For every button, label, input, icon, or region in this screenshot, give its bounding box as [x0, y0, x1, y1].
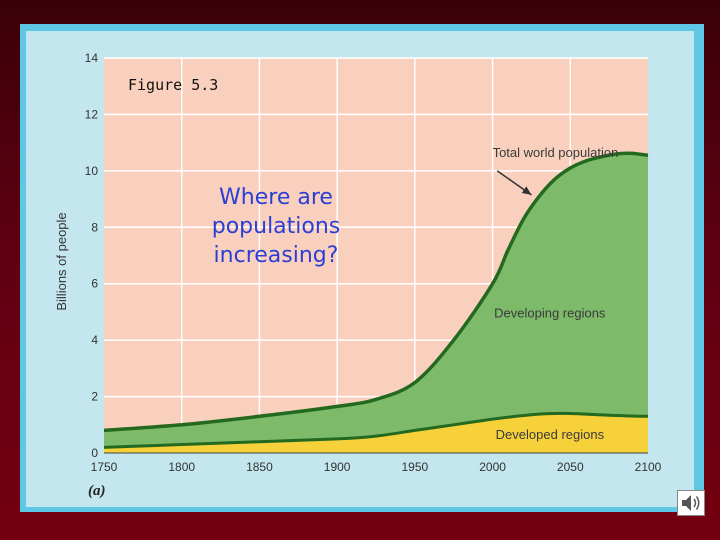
x-tick-label: 2050	[557, 460, 584, 474]
y-axis-title: Billions of people	[54, 212, 69, 310]
x-tick-label: 1750	[91, 460, 118, 474]
x-tick-label: 1800	[168, 460, 195, 474]
developing-regions-area	[104, 153, 648, 453]
y-tick-label: 4	[91, 333, 98, 347]
panel-label: (a)	[88, 483, 106, 499]
annotation-label: Total world population	[493, 145, 619, 160]
x-tick-labels: 1750 1800 1850 1900 1950 2000 2050 2100	[91, 460, 662, 474]
x-tick-label: 1900	[324, 460, 351, 474]
total-world-population-line	[103, 151, 649, 433]
y-tick-label: 14	[85, 51, 99, 65]
y-tick-label: 2	[91, 390, 98, 404]
annotation-label: Developed regions	[496, 427, 605, 442]
x-tick-label: 2000	[479, 460, 506, 474]
figure-label: Figure 5.3	[128, 76, 219, 94]
y-tick-labels: 0 2 4 6 8 10 12 14	[85, 51, 99, 460]
x-tick-label: 1950	[402, 460, 429, 474]
speaker-icon	[682, 495, 700, 511]
speaker-button[interactable]	[677, 490, 705, 516]
y-tick-label: 10	[85, 164, 99, 178]
y-tick-label: 8	[91, 220, 98, 234]
y-tick-label: 6	[91, 277, 98, 291]
x-tick-label: 2100	[635, 460, 662, 474]
question-text: Where are populations increasing?	[211, 185, 341, 268]
annotation-arrowhead	[521, 186, 532, 195]
y-tick-label: 12	[85, 107, 99, 121]
annotation-label: Developing regions	[494, 306, 606, 321]
y-tick-label: 0	[91, 446, 98, 460]
chart-annotations: Total world population Developing regions…	[493, 145, 619, 442]
x-tick-label: 1850	[246, 460, 273, 474]
developed-regions-line	[103, 411, 649, 449]
